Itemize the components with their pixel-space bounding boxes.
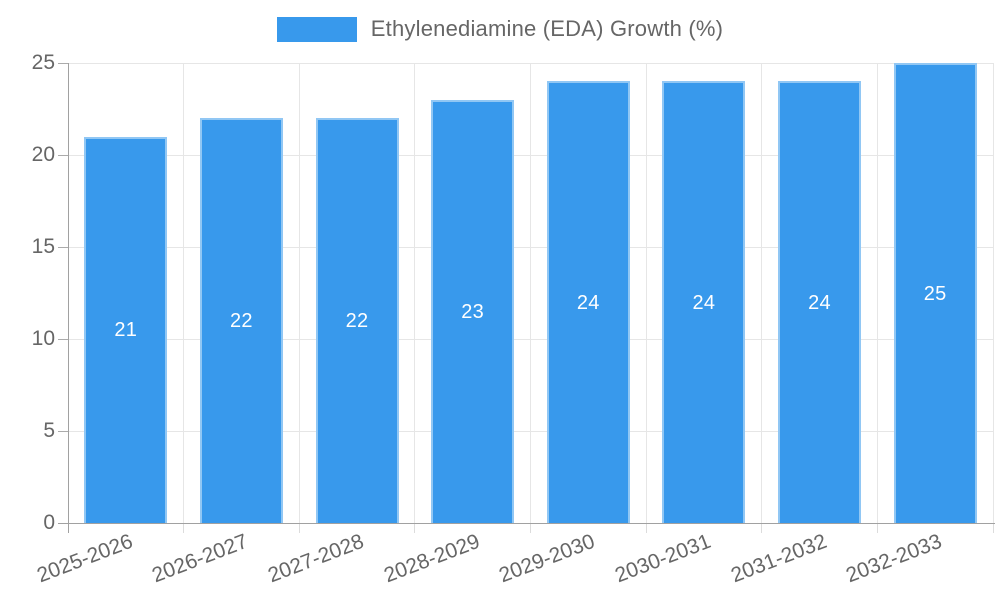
- x-tick: [414, 523, 416, 533]
- bar[interactable]: 22: [199, 118, 283, 523]
- v-gridline: [992, 63, 994, 523]
- v-gridline: [761, 63, 763, 523]
- bar-value-label: 24: [808, 291, 831, 314]
- y-tick: [58, 338, 68, 340]
- v-gridline: [414, 63, 416, 523]
- x-axis-line: [58, 522, 995, 524]
- bar-value-label: 22: [345, 310, 369, 333]
- y-tick-label: 20: [31, 143, 55, 166]
- v-gridline: [876, 63, 878, 523]
- bar[interactable]: 24: [662, 81, 746, 523]
- y-tick: [58, 154, 68, 156]
- legend-swatch[interactable]: [276, 16, 357, 42]
- y-tick-label: 25: [31, 51, 55, 74]
- y-tick: [58, 62, 68, 64]
- y-tick-label: 5: [43, 419, 55, 442]
- y-tick-label: 0: [43, 511, 55, 534]
- bar-value-label: 23: [461, 300, 485, 323]
- bar[interactable]: 25: [893, 63, 977, 523]
- bar-value-label: 24: [692, 291, 716, 314]
- legend-label[interactable]: Ethylenediamine (EDA) Growth (%): [370, 16, 724, 41]
- chart-legend[interactable]: Ethylenediamine (EDA) Growth (%): [0, 16, 1000, 42]
- bar[interactable]: 23: [431, 99, 515, 523]
- x-tick: [876, 523, 878, 533]
- bar[interactable]: 24: [546, 81, 630, 523]
- v-gridline: [183, 63, 185, 523]
- bar-value-label: 24: [576, 291, 600, 314]
- y-tick: [58, 246, 68, 248]
- x-tick: [298, 523, 300, 533]
- bar[interactable]: 22: [315, 118, 399, 523]
- y-tick-label: 10: [31, 327, 55, 350]
- v-gridline: [645, 63, 647, 523]
- y-tick-label: 15: [31, 235, 55, 258]
- y-tick: [58, 430, 68, 432]
- y-axis-line: [67, 63, 69, 533]
- bar-value-label: 21: [114, 319, 138, 342]
- v-gridline: [530, 63, 531, 523]
- bar-value-label: 25: [923, 282, 947, 305]
- bar[interactable]: 21: [84, 136, 168, 523]
- x-tick: [761, 523, 763, 533]
- bar-value-label: 22: [230, 310, 253, 333]
- bar[interactable]: 24: [778, 81, 862, 523]
- x-tick: [645, 523, 647, 533]
- x-tick: [530, 523, 531, 533]
- x-tick: [183, 523, 185, 533]
- x-tick: [992, 523, 994, 533]
- v-gridline: [298, 63, 300, 523]
